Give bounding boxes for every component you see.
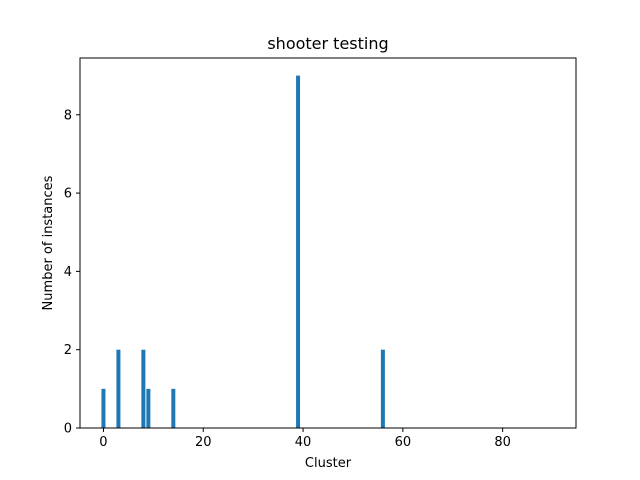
x-tick-label: 0 — [99, 435, 107, 450]
chart-title: shooter testing — [267, 34, 388, 53]
y-tick-label: 6 — [64, 187, 72, 202]
bar-cluster-56 — [380, 349, 385, 428]
bar-cluster-8 — [141, 349, 146, 428]
y-tick-label: 0 — [64, 422, 72, 437]
bar-cluster-3 — [116, 349, 121, 428]
bar-cluster-14 — [171, 388, 176, 428]
x-tick-label: 40 — [295, 435, 312, 450]
bar-cluster-9 — [146, 388, 151, 428]
bars-layer — [101, 75, 385, 429]
y-axis: 0 2 4 6 8 — [64, 108, 80, 437]
bar-cluster-39 — [296, 75, 301, 429]
y-axis-label: Number of instances — [41, 175, 56, 310]
x-tick-label: 20 — [195, 435, 212, 450]
x-tick-label: 80 — [494, 435, 511, 450]
y-tick-label: 4 — [64, 265, 72, 280]
y-tick-label: 2 — [64, 343, 72, 358]
bar-cluster-0 — [101, 388, 106, 428]
x-tick-label: 60 — [395, 435, 412, 450]
x-axis-label: Cluster — [305, 456, 352, 471]
y-tick-label: 8 — [64, 108, 72, 123]
plot-frame — [79, 57, 577, 429]
x-axis: 0 20 40 60 80 — [99, 428, 511, 450]
